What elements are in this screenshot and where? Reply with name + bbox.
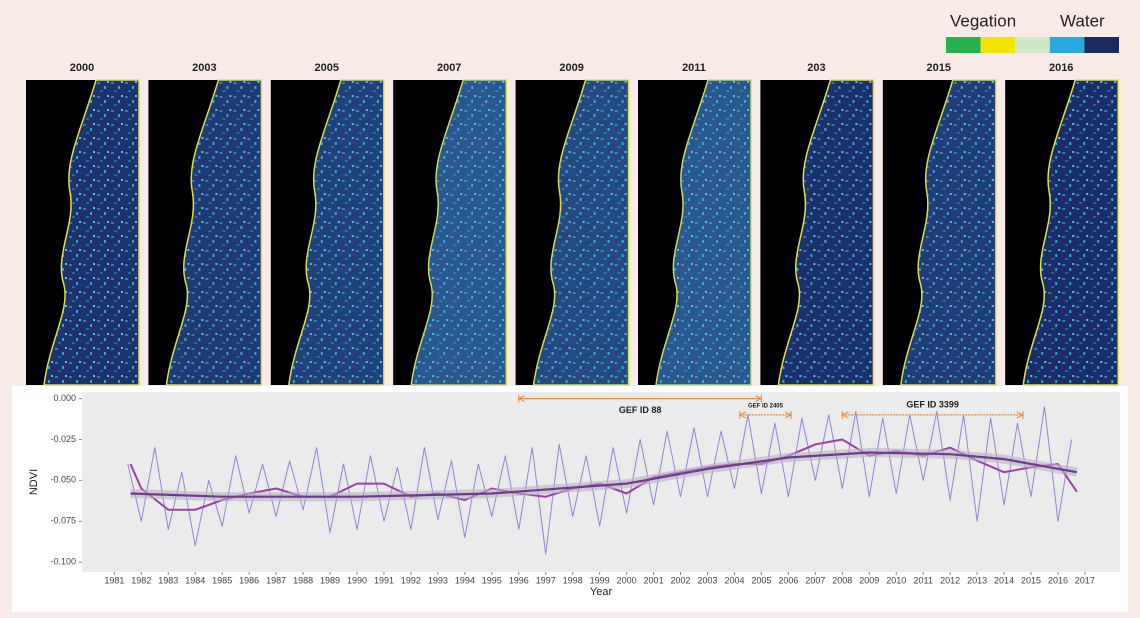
legend-label: Water bbox=[1060, 11, 1105, 30]
panel-year: 2000 bbox=[70, 62, 94, 74]
legend-swatch bbox=[1084, 37, 1119, 53]
annotation-label: GEF ID 2405 bbox=[748, 403, 784, 409]
legend-label: Vegation bbox=[950, 11, 1016, 30]
x-tick-label: 1985 bbox=[212, 575, 232, 585]
x-tick-label: 1989 bbox=[320, 575, 340, 585]
x-tick-label: 2010 bbox=[886, 575, 906, 585]
image-panels: 2000 2003 2005 2007 2009 2011 203 2015 2016 bbox=[26, 62, 1119, 386]
y-tick-label: -0.075 bbox=[50, 516, 76, 526]
x-tick-label: 1994 bbox=[455, 575, 475, 585]
panel-year: 2011 bbox=[682, 62, 706, 74]
y-tick-label: 0.000 bbox=[53, 393, 76, 403]
x-tick-label: 1987 bbox=[266, 575, 286, 585]
x-tick-label: 2000 bbox=[617, 575, 637, 585]
x-tick-label: 1982 bbox=[131, 575, 151, 585]
legend-swatch bbox=[946, 37, 981, 53]
x-tick-label: 2005 bbox=[751, 575, 771, 585]
x-tick-label: 1986 bbox=[239, 575, 259, 585]
x-tick-label: 1997 bbox=[536, 575, 556, 585]
x-tick-label: 2007 bbox=[805, 575, 825, 585]
y-axis-label: NDVI bbox=[28, 469, 40, 495]
x-tick-label: 2002 bbox=[671, 575, 691, 585]
legend-swatch bbox=[1015, 37, 1050, 53]
x-tick-label: 2013 bbox=[967, 575, 987, 585]
x-tick-label: 1993 bbox=[428, 575, 448, 585]
x-tick-label: 1999 bbox=[590, 575, 610, 585]
x-tick-label: 1983 bbox=[158, 575, 178, 585]
panel-year: 2007 bbox=[437, 62, 461, 74]
x-tick-label: 1981 bbox=[104, 575, 124, 585]
series-line bbox=[130, 451, 1078, 498]
x-tick-label: 1995 bbox=[482, 575, 502, 585]
x-tick-label: 2006 bbox=[778, 575, 798, 585]
y-tick-label: -0.050 bbox=[50, 475, 76, 485]
panel-year: 2009 bbox=[559, 62, 583, 74]
x-tick-label: 1998 bbox=[563, 575, 583, 585]
legend: Vegation Water bbox=[946, 11, 1119, 53]
x-tick-label: 2015 bbox=[1021, 575, 1041, 585]
x-tick-label: 2009 bbox=[859, 575, 879, 585]
series-line bbox=[127, 406, 1072, 555]
y-tick-label: -0.025 bbox=[50, 434, 76, 444]
x-tick-label: 2003 bbox=[697, 575, 717, 585]
x-tick-label: 1990 bbox=[347, 575, 367, 585]
panel-year: 2003 bbox=[192, 62, 216, 74]
legend-swatch bbox=[1049, 37, 1085, 53]
x-tick-label: 2004 bbox=[724, 575, 744, 585]
x-tick-label: 1992 bbox=[401, 575, 421, 585]
x-axis-label: Year bbox=[590, 586, 613, 598]
x-tick-label: 1991 bbox=[374, 575, 394, 585]
annotation-label: GEF ID 88 bbox=[619, 405, 662, 415]
x-tick-label: 1988 bbox=[293, 575, 313, 585]
panel-year: 2015 bbox=[927, 62, 951, 74]
x-tick-label: 2014 bbox=[994, 575, 1014, 585]
panel-year: 2005 bbox=[315, 62, 339, 74]
x-tick-label: 2011 bbox=[914, 575, 933, 585]
x-tick-label: 2016 bbox=[1048, 575, 1068, 585]
legend-swatch bbox=[980, 37, 1016, 53]
x-tick-label: 2008 bbox=[832, 575, 852, 585]
y-tick-label: -0.100 bbox=[50, 557, 76, 567]
x-tick-label: 2017 bbox=[1075, 575, 1095, 585]
x-tick-label: 2012 bbox=[940, 575, 960, 585]
x-tick-label: 1996 bbox=[509, 575, 529, 585]
annotation-label: GEF ID 3399 bbox=[906, 399, 959, 409]
panel-year: 203 bbox=[807, 62, 825, 74]
x-tick-label: 2001 bbox=[644, 575, 664, 585]
panel-year: 2016 bbox=[1049, 62, 1073, 74]
x-tick-label: 1984 bbox=[185, 575, 205, 585]
